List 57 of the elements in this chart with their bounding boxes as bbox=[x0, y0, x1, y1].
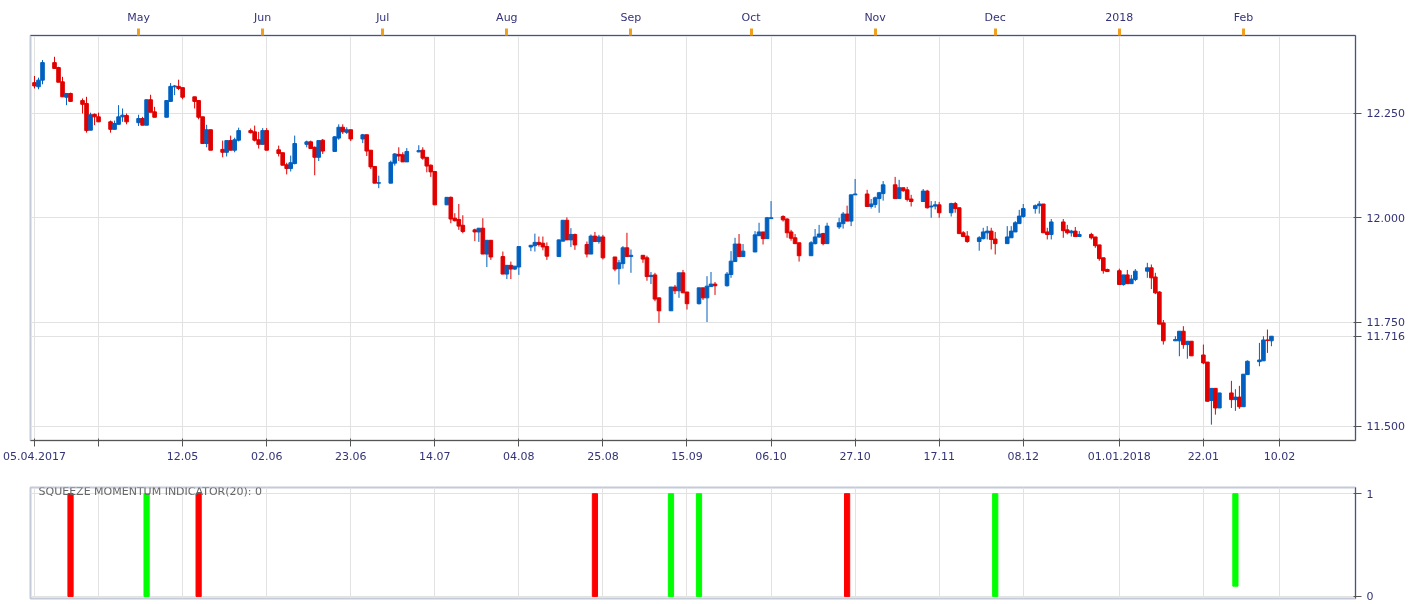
x-tick-label: 08.12 bbox=[1007, 449, 1039, 463]
candlestick bbox=[624, 232, 630, 258]
candlestick bbox=[1149, 263, 1154, 290]
candlestick bbox=[712, 281, 718, 296]
candlestick bbox=[568, 227, 574, 248]
x-tick-label: 15.09 bbox=[671, 449, 703, 463]
x-tick-label: 17.11 bbox=[923, 449, 955, 463]
x2-tick-label: May bbox=[127, 10, 151, 24]
x-tick-label: 27.10 bbox=[839, 449, 871, 463]
x-tick-label: 01.01.2018 bbox=[1087, 449, 1151, 463]
candlestick bbox=[1257, 342, 1262, 367]
y-tick-label: 11.500 bbox=[1366, 420, 1405, 434]
candlestick bbox=[1261, 335, 1266, 362]
x2-tick-label: Feb bbox=[1233, 10, 1254, 24]
candlestick bbox=[736, 233, 742, 258]
x-tick-label: 12.05 bbox=[166, 449, 199, 463]
x2-tick-label: Dec bbox=[984, 10, 1006, 24]
x2-tick-label: Aug bbox=[496, 10, 518, 24]
candlestick bbox=[536, 236, 542, 248]
y-tick-label: 12.000 bbox=[1366, 211, 1405, 225]
candlestick bbox=[208, 129, 213, 151]
candlestick bbox=[204, 124, 209, 148]
x2-tick-label: 2018 bbox=[1105, 10, 1134, 24]
candlestick bbox=[844, 205, 850, 222]
candlestick bbox=[740, 243, 746, 258]
candlestick bbox=[892, 176, 898, 200]
candlestick bbox=[752, 230, 758, 253]
y-tick-label: 0 bbox=[1366, 590, 1374, 604]
x-tick-label: 04.08 bbox=[503, 449, 535, 463]
y-tick-label: 11.750 bbox=[1366, 316, 1405, 330]
x-tick-label: 05.04.2017 bbox=[3, 449, 66, 463]
y-tick-label: 11.716 bbox=[1366, 330, 1405, 344]
candlestick bbox=[992, 231, 998, 255]
x2-tick-label: Nov bbox=[864, 10, 887, 24]
x-tick-label: 23.06 bbox=[335, 449, 367, 463]
candlestick bbox=[488, 239, 494, 261]
x-tick-label: 10.02 bbox=[1263, 449, 1296, 463]
x-tick-label: 22.01 bbox=[1187, 449, 1220, 463]
y-tick-label: 1 bbox=[1366, 487, 1374, 501]
candlestick bbox=[40, 59, 45, 85]
x2-tick-label: Sep bbox=[620, 10, 642, 24]
x-tick-label: 02.06 bbox=[250, 449, 283, 463]
x2-tick-label: Jun bbox=[253, 10, 272, 24]
candlestick bbox=[1181, 325, 1186, 350]
candlestick bbox=[880, 180, 886, 202]
x2-tick-label: Oct bbox=[741, 10, 762, 24]
candlestick bbox=[1229, 380, 1234, 409]
candlestick bbox=[564, 216, 570, 241]
x-tick-label: 14.07 bbox=[419, 449, 451, 463]
candlestick bbox=[784, 217, 790, 239]
candlestick bbox=[1237, 385, 1242, 410]
y-tick-label: 12.250 bbox=[1366, 107, 1405, 121]
x-tick-label: 06.10 bbox=[755, 449, 787, 463]
candlestick bbox=[500, 251, 506, 275]
x2-tick-label: Jul bbox=[375, 10, 390, 24]
candlestick bbox=[1233, 388, 1238, 412]
x-tick-label: 25.08 bbox=[587, 449, 619, 463]
